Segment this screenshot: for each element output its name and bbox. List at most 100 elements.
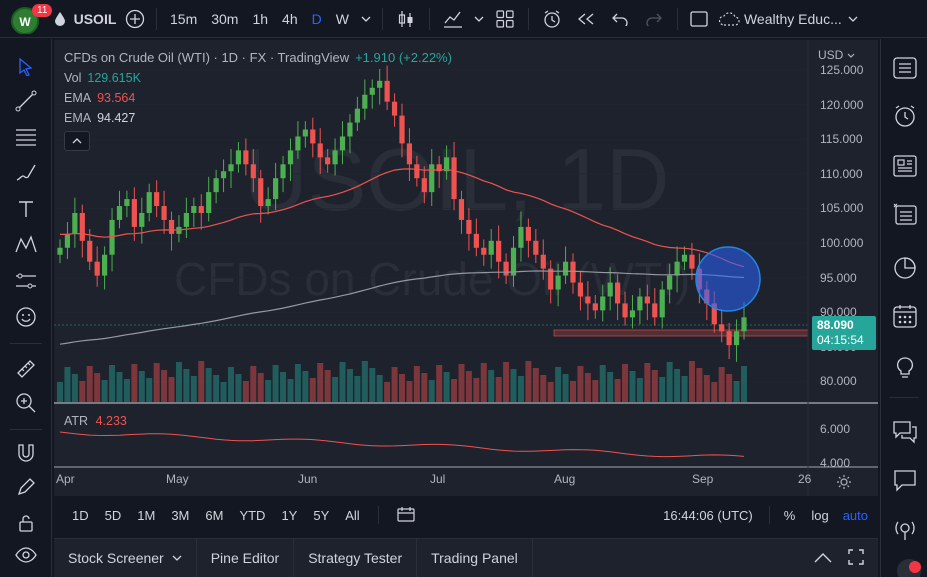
range-1y[interactable]: 1Y: [281, 507, 298, 523]
candle-body: [540, 254, 546, 269]
magnet-tool[interactable]: [12, 439, 40, 467]
highlight-circle[interactable]: [695, 246, 761, 312]
range-3m[interactable]: 3M: [171, 507, 190, 523]
currency-selector[interactable]: USD: [818, 48, 855, 62]
interval-1h[interactable]: 1h: [252, 10, 269, 27]
data-window-button[interactable]: [890, 151, 920, 181]
help-button[interactable]: [897, 559, 921, 577]
interval-4h[interactable]: 4h: [282, 10, 298, 27]
icons-tool[interactable]: [12, 303, 40, 331]
collapse-panel-button[interactable]: [804, 550, 842, 566]
trendline-tool[interactable]: [12, 87, 40, 115]
symbol-search-button[interactable]: USOIL: [73, 10, 117, 27]
candle-body: [406, 143, 413, 165]
layout-dropdown[interactable]: [844, 0, 862, 38]
interval-30m[interactable]: 30m: [211, 10, 239, 27]
volume-bar: [190, 376, 197, 402]
candle-body: [503, 261, 509, 276]
measure-tool[interactable]: [12, 355, 40, 383]
chart-title[interactable]: CFDs on Crude Oil (WTI) · 1D · FX · Trad…: [64, 50, 350, 65]
ruler-icon: [17, 360, 35, 378]
tab-strategy-tester[interactable]: Strategy Tester: [294, 538, 418, 577]
alert-button[interactable]: [535, 0, 569, 38]
range-ytd[interactable]: YTD: [239, 507, 266, 523]
range-1m[interactable]: 1M: [137, 507, 156, 523]
volume-bar: [79, 381, 86, 402]
time-axis[interactable]: Apr May Jun Jul Aug Sep 26: [54, 472, 811, 492]
zoom-tool[interactable]: [12, 389, 40, 417]
price-axis[interactable]: USD 125.000 120.000 115.000 110.000 105.000 1…: [808, 40, 878, 496]
chart-settings-button[interactable]: [836, 474, 852, 493]
cursor-tool[interactable]: [12, 53, 40, 81]
add-symbol-button[interactable]: [120, 0, 150, 38]
stay-drawing-tool[interactable]: [12, 473, 40, 501]
interval-15m[interactable]: 15m: [170, 10, 198, 27]
undo-button[interactable]: [603, 0, 637, 38]
range-5d[interactable]: 5D: [104, 507, 122, 523]
volume-bar: [733, 381, 740, 402]
maximize-panel-button[interactable]: [842, 548, 878, 568]
price-chart[interactable]: USOIL, 1D CFDs on Crude Oil (WTI): [54, 40, 878, 496]
news-icon: [893, 155, 917, 177]
chats-button[interactable]: [890, 417, 920, 447]
utc-clock[interactable]: 16:44:06 (UTC): [663, 507, 753, 523]
vol-label: Vol: [64, 71, 82, 85]
redo-button[interactable]: [637, 0, 671, 38]
tab-trading-panel[interactable]: Trading Panel: [417, 538, 533, 577]
chart-type-button[interactable]: [389, 0, 423, 38]
interval-w[interactable]: W: [335, 10, 349, 27]
replay-button[interactable]: [569, 0, 603, 38]
streams-button[interactable]: [890, 515, 920, 545]
candle-body: [57, 247, 63, 255]
user-avatar[interactable]: W 11: [0, 0, 53, 38]
hotlists-button[interactable]: [890, 199, 920, 229]
rewind-icon: [577, 13, 594, 24]
interval-dropdown[interactable]: [356, 0, 376, 38]
ema1-label: EMA: [64, 91, 92, 105]
candle-body: [629, 310, 636, 318]
indicators-button[interactable]: [436, 0, 470, 38]
range-all[interactable]: All: [345, 507, 360, 523]
price-tick: 125.000: [820, 63, 864, 77]
collapse-legend-button[interactable]: [64, 131, 90, 151]
candle-body: [317, 143, 323, 158]
fib-tool[interactable]: [12, 123, 40, 151]
auto-scale-toggle[interactable]: auto: [842, 507, 868, 523]
tab-pine-editor[interactable]: Pine Editor: [197, 538, 295, 577]
log-scale-toggle[interactable]: log: [811, 507, 829, 523]
pattern-tool[interactable]: [12, 231, 40, 259]
watchlist-button[interactable]: [890, 53, 920, 83]
price-tick: 105.000: [820, 201, 864, 216]
go-to-date-button[interactable]: [389, 506, 423, 525]
smiley-icon: [16, 307, 36, 327]
text-tool[interactable]: [12, 195, 40, 223]
divider: [527, 7, 529, 30]
templates-button[interactable]: [488, 0, 522, 38]
percent-scale-toggle[interactable]: %: [783, 507, 796, 523]
tab-stock-screener[interactable]: Stock Screener: [54, 538, 197, 577]
lock-drawings-tool[interactable]: [12, 509, 40, 537]
volume-bar: [681, 376, 688, 402]
calendar-button[interactable]: [890, 301, 920, 331]
notification-dot: [909, 561, 921, 573]
alerts-button[interactable]: [890, 101, 920, 131]
ideas-stream-button[interactable]: [890, 253, 920, 283]
range-1d[interactable]: 1D: [72, 507, 89, 523]
prediction-tool[interactable]: [12, 267, 40, 295]
brush-tool[interactable]: [12, 159, 40, 187]
interval-d[interactable]: D: [311, 10, 322, 27]
chart-pane[interactable]: USOIL, 1D CFDs on Crude Oil (WTI) CFDs o…: [54, 40, 878, 496]
messages-button[interactable]: [890, 465, 920, 495]
vol-value: 129.615K: [87, 71, 141, 85]
support-zone[interactable]: [553, 329, 809, 337]
ideas-button[interactable]: [890, 353, 920, 383]
widget-bar: [880, 39, 927, 577]
hide-drawings-tool[interactable]: [12, 541, 40, 569]
layout-name[interactable]: Wealthy Educ...: [743, 10, 842, 27]
current-price-label: 88.090 04:15:54: [812, 316, 876, 350]
range-5y[interactable]: 5Y: [313, 507, 330, 523]
fullscreen-toggle[interactable]: [684, 0, 714, 38]
divider: [156, 7, 157, 30]
indicators-dropdown[interactable]: [470, 0, 488, 38]
range-6m[interactable]: 6M: [205, 507, 224, 523]
